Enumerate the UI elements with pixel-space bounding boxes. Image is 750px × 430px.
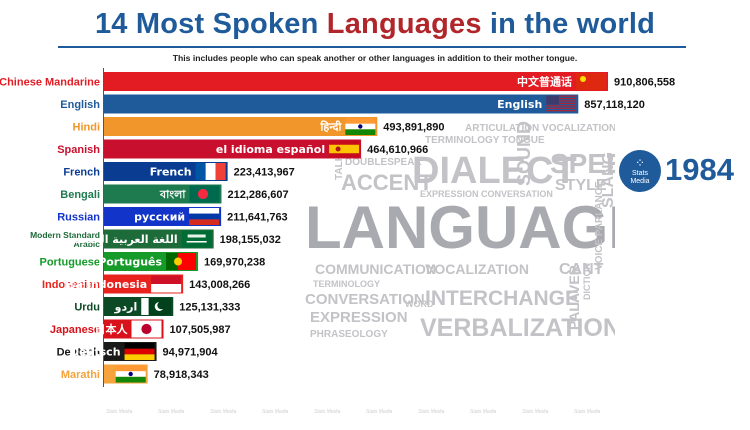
cloud-word: EXPRESSION CONVERSATION — [420, 189, 553, 199]
cloud-word: DIALECT — [412, 150, 577, 192]
native-name-label: русский — [134, 211, 185, 224]
logo-line-2: Media — [630, 177, 650, 185]
flag-india-icon — [115, 365, 146, 383]
title-underline — [58, 46, 686, 48]
category-label: English — [60, 99, 100, 111]
page-subtitle: This includes people who can speak anoth… — [172, 53, 578, 63]
flag-japan-icon — [131, 320, 162, 338]
watermark-text: Stats Media — [210, 409, 237, 415]
category-label: Portuguese — [39, 257, 100, 269]
watermark-text: Stats Media — [522, 409, 549, 415]
flag-bangladesh-icon — [189, 185, 220, 203]
native-name-label: 中文普通话 — [517, 75, 572, 89]
native-name-label: اردو — [114, 301, 138, 314]
cloud-word: SPEECH — [550, 148, 615, 179]
word-cloud-background: LANGUAGEDIALECTSPEECH ACCENT INTERCHANGE VE… — [305, 120, 615, 380]
value-label: 223,413,967 — [234, 167, 295, 179]
cloud-word: INTERCHANGE — [425, 287, 580, 310]
value-label: 493,891,890 — [383, 122, 444, 134]
native-name-label: اللغة العربية الحديثة — [71, 233, 178, 246]
value-label: 198,155,032 — [220, 234, 281, 246]
watermark-text: Stats Media — [574, 409, 601, 415]
watermark-text: Stats Media — [366, 409, 393, 415]
flag-pakistan-icon — [141, 298, 172, 315]
native-name-label: el idioma español — [216, 143, 325, 156]
native-name-label: हिन्दी — [320, 120, 343, 134]
bar — [104, 94, 579, 114]
native-name-label: Português — [98, 256, 162, 269]
cloud-word: EXPRESSION — [310, 309, 408, 326]
value-label: 125,131,333 — [179, 302, 240, 314]
native-name-label: isa Indonesia — [65, 278, 147, 291]
watermark-text: Stats Media — [106, 409, 133, 415]
value-label: 211,641,763 — [227, 212, 288, 224]
cloud-word: COMMUNICATION — [315, 261, 437, 277]
category-label: Modern Standard Arabic — [30, 230, 100, 249]
logo-line-1: Stats — [632, 169, 648, 177]
watermark-text: Stats Media — [314, 409, 341, 415]
title-highlight: Languages — [326, 8, 482, 40]
cloud-word: ACCENT — [341, 170, 433, 195]
cloud-word: LANGUAGE — [305, 194, 615, 261]
cloud-word: DOUBLESPEAK — [345, 157, 422, 168]
category-label: Urdu — [74, 302, 100, 314]
native-name-label: 日本人 — [94, 322, 128, 336]
cloud-word: CONVERSATION — [305, 291, 425, 308]
category-label: Chinese Mandarine — [0, 77, 100, 89]
value-label: 464,610,966 — [367, 144, 428, 156]
flag-india-icon — [345, 118, 376, 135]
stats-media-logo: ⁘ Stats Media — [619, 150, 661, 192]
flag-usa-icon — [546, 95, 577, 112]
category-label: Hindi — [73, 122, 101, 134]
cloud-word: STYLE — [555, 177, 607, 194]
flag-france-icon — [195, 163, 226, 180]
category-label: Japanese — [50, 324, 100, 336]
page-title: 14 Most Spoken Languages in the world — [94, 8, 656, 40]
bar — [104, 117, 378, 136]
native-name-label: Deutsch — [70, 346, 121, 359]
category-label: Russian — [57, 212, 100, 224]
flag-spain-icon — [329, 140, 360, 158]
network-icon: ⁘ — [634, 155, 646, 170]
cloud-word: TERMINOLOGY — [313, 279, 380, 289]
value-label: 94,971,904 — [163, 347, 219, 359]
value-label: 107,505,987 — [169, 324, 230, 336]
category-label: Deutsch — [57, 347, 101, 359]
watermark-text: Stats Media — [418, 409, 445, 415]
native-name-label: বাংলা — [159, 188, 186, 201]
cloud-word: VOCALIZATION — [425, 261, 529, 277]
cloud-word: VERBALIZATION — [420, 314, 615, 342]
flag-saudi-icon — [181, 230, 212, 248]
flag-portugal-icon — [166, 253, 197, 270]
value-label: 212,286,607 — [227, 189, 288, 201]
flag-germany-icon — [124, 343, 155, 360]
category-label: Marathi — [61, 369, 100, 381]
cloud-word: TERMINOLOGY TONGUE — [425, 135, 545, 146]
value-label: 78,918,343 — [154, 369, 209, 381]
cloud-word: PHRASEOLOGY — [310, 329, 388, 340]
watermark-text: Stats Media — [158, 409, 185, 415]
value-label: 169,970,238 — [204, 257, 265, 269]
category-label: Bengali — [60, 189, 100, 201]
native-name-label: French — [150, 166, 192, 179]
value-label: 910,806,558 — [614, 77, 675, 89]
value-label: 143,008,266 — [189, 279, 250, 291]
watermark-text: Stats Media — [262, 409, 289, 415]
flag-china-icon — [576, 73, 606, 90]
cloud-word: ARTICULATION VOCALIZATION — [465, 123, 615, 134]
value-label: 857,118,120 — [584, 99, 645, 111]
category-label: Spanish — [57, 144, 100, 156]
flag-russia-icon — [189, 208, 220, 225]
cloud-word: CANT — [559, 261, 604, 278]
category-label: French — [63, 167, 100, 179]
bar — [104, 139, 362, 159]
flag-indonesia-icon — [151, 275, 182, 293]
cloud-word: WORD — [405, 299, 434, 309]
category-label: Indonesian — [42, 279, 100, 291]
native-name-label: English — [497, 98, 542, 111]
watermark-text: Stats Media — [470, 409, 497, 415]
year-label: 1984 — [665, 152, 734, 187]
bar — [104, 72, 608, 91]
